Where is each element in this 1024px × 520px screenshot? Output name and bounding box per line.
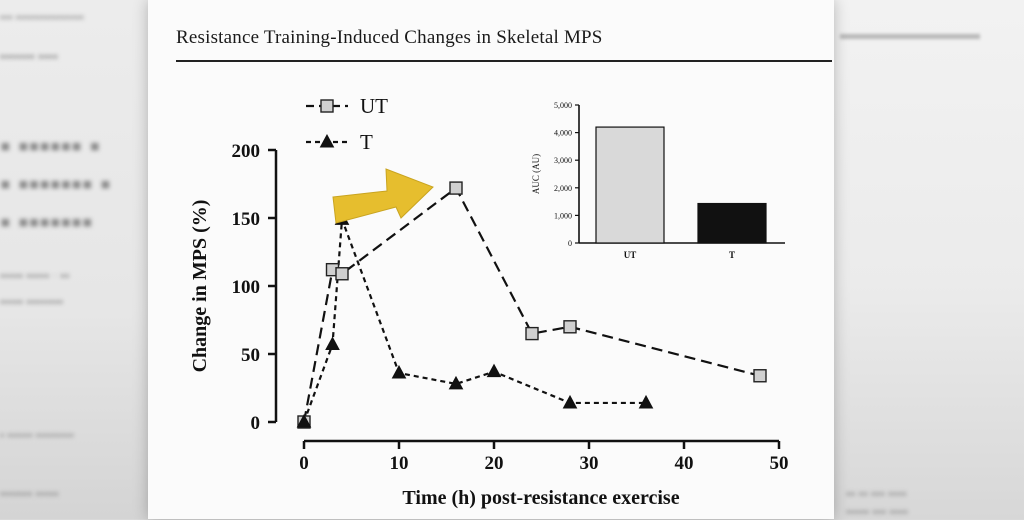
- x-tick-label: 0: [299, 453, 309, 474]
- inset-y-tick-label: 1,000: [554, 211, 572, 220]
- inset-y-tick-label: 3,000: [554, 156, 572, 165]
- background-text: ▪ ▪▪▪▪▪▪ ▪▪▪▪▪▪▪▪▪: [0, 428, 75, 442]
- inset-y-tick-label: 0: [568, 239, 572, 248]
- data-point-t: [296, 413, 312, 428]
- background-rule: [840, 34, 980, 39]
- legend: UT T: [306, 94, 388, 154]
- x-tick-label: 10: [390, 453, 409, 474]
- data-point-t: [325, 336, 340, 350]
- background-text: ▪ ▪▪▪▪▪▪▪ ▪: [0, 168, 111, 201]
- y-tick-label: 100: [232, 277, 261, 298]
- background-text: ▪▪▪▪▪ ▪▪▪▪▪▪▪▪: [0, 294, 64, 309]
- background-page-right: [832, 0, 1024, 519]
- highlight-arrow: [332, 168, 434, 224]
- y-tick-label: 150: [232, 209, 261, 230]
- inset-y-tick-label: 2,000: [554, 184, 572, 193]
- paper-page: [148, 0, 834, 519]
- x-tick-label: 30: [580, 453, 599, 474]
- background-text: ▪▪▪▪▪ ▪▪▪ ▪▪▪▪: [846, 504, 908, 519]
- inset-bar-chart: 0 1,000 2,000 3,000 4,000 5,000 UT T AUC (AU): [531, 101, 785, 260]
- data-point-ut: [753, 369, 767, 383]
- data-point-t: [448, 375, 464, 390]
- data-point-ut: [335, 267, 349, 281]
- y-tick-label: 0: [251, 413, 261, 434]
- y-axis-label: Change in MPS (%): [189, 200, 211, 373]
- running-head: Resistance Training-Induced Changes in S…: [176, 27, 603, 48]
- main-line-chart: 0 50 100 150 200 0 10 20 30 40 50 Change in MPS (…: [189, 94, 789, 509]
- inset-y-tick-label: 4,000: [554, 129, 572, 138]
- inset-y-tick-label: 5,000: [554, 101, 572, 110]
- data-point-ut: [525, 326, 539, 341]
- y-tick-label: 50: [241, 345, 260, 366]
- background-text: ▪ ▪▪▪▪▪▪ ▪: [0, 130, 101, 163]
- legend-label-t: T: [360, 130, 373, 154]
- data-point-t: [562, 394, 578, 409]
- background-text: ▪▪▪▪▪▪▪ ▪▪▪▪▪: [0, 486, 59, 501]
- series-line-t: [302, 218, 646, 423]
- inset-bar-t: [697, 202, 767, 244]
- inset-y-axis-label: AUC (AU): [531, 154, 541, 194]
- legend-marker-ut: [320, 99, 334, 113]
- header-rule: [176, 60, 832, 62]
- x-tick-label: 20: [485, 453, 504, 474]
- x-tick-label: 40: [675, 453, 694, 474]
- x-tick-label: 50: [770, 453, 789, 474]
- legend-marker-t: [319, 133, 335, 148]
- x-axis-label: Time (h) post-resistance exercise: [402, 487, 679, 509]
- inset-bar-ut: [595, 126, 665, 244]
- data-point-ut: [563, 320, 577, 334]
- inset-x-tick-label: T: [729, 250, 735, 260]
- background-text: ▪▪▪▪▪ ▪▪▪▪▪ · ▪▪: [0, 268, 70, 283]
- data-point-t: [486, 363, 502, 378]
- inset-x-tick-label: UT: [624, 250, 637, 260]
- data-point-t: [391, 364, 407, 379]
- background-text: ▪▪ ▪▪ ▪▪▪ ▪▪▪▪: [846, 486, 907, 501]
- background-text: ▪ ▪▪▪▪▪▪▪: [0, 206, 93, 239]
- background-text: ▪▪▪▪▪▪▪ ▪▪▪▪: [0, 50, 59, 65]
- y-tick-label: 200: [232, 141, 261, 162]
- data-point-t: [638, 394, 654, 409]
- data-point-ut: [449, 181, 463, 195]
- background-text: ▪▪▪ ▪▪▪▪▪▪▪▪▪▪▪▪▪▪▪▪: [0, 10, 84, 24]
- series-line-ut: [302, 186, 761, 423]
- legend-label-ut: UT: [360, 94, 388, 118]
